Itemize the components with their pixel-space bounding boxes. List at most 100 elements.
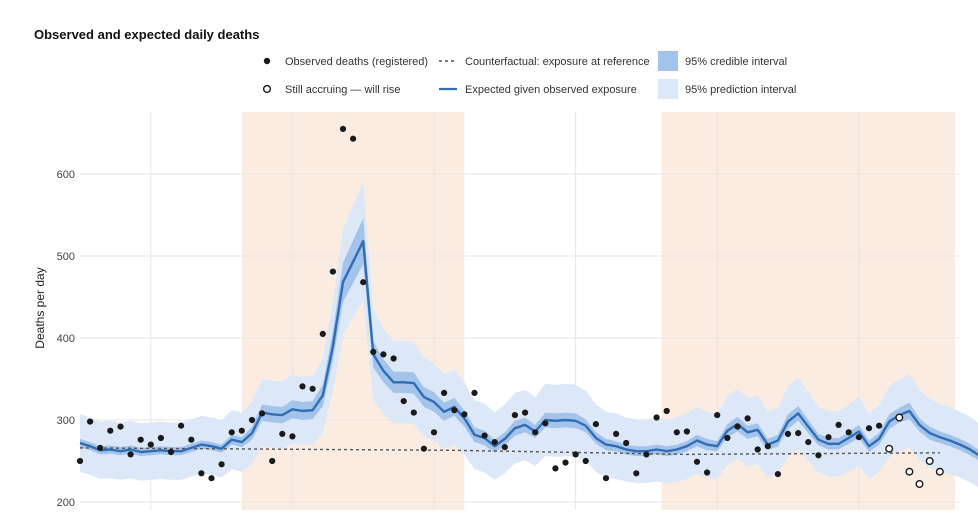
observed-point-63 xyxy=(704,469,711,476)
observed-points-layer xyxy=(76,125,883,482)
observed-point-37 xyxy=(441,389,448,396)
counterfactual-line xyxy=(79,447,940,456)
observed-point-72 xyxy=(795,430,802,437)
observed-point-55 xyxy=(623,439,630,447)
observed-point-76 xyxy=(835,421,842,428)
accruing-point-6 xyxy=(935,467,944,476)
observed-point-5 xyxy=(117,423,124,430)
accruing-point-5 xyxy=(925,457,934,466)
observed-point-31 xyxy=(380,351,387,358)
y-tick-label-300: 300 xyxy=(57,415,75,427)
observed-point-53 xyxy=(602,475,610,482)
observed-point-62 xyxy=(693,458,701,465)
observed-point-30 xyxy=(370,348,377,355)
observed-point-4 xyxy=(107,427,114,434)
observed-point-50 xyxy=(572,451,579,458)
observed-point-68 xyxy=(754,446,761,453)
observed-point-44 xyxy=(511,412,518,419)
observed-point-11 xyxy=(178,422,185,429)
observed-point-67 xyxy=(744,415,751,422)
observed-point-12 xyxy=(188,436,195,443)
observed-point-21 xyxy=(279,430,286,437)
observed-point-26 xyxy=(329,268,336,275)
y-tick-label-200: 200 xyxy=(57,497,75,509)
observed-point-7 xyxy=(137,436,144,443)
legend-credible-label: 95% credible interval xyxy=(685,56,787,68)
observed-point-8 xyxy=(147,441,154,448)
observed-point-47 xyxy=(542,420,549,427)
observed-point-13 xyxy=(198,470,205,477)
observed-point-16 xyxy=(228,429,235,436)
legend-item-credible: 95% credible interval xyxy=(658,51,787,71)
observed-point-57 xyxy=(643,451,650,458)
observed-point-40 xyxy=(471,389,478,396)
legend-credible-swatch xyxy=(658,51,678,71)
legend-prediction-label: 95% prediction interval xyxy=(685,84,796,96)
expected-layer xyxy=(79,240,978,457)
observed-point-39 xyxy=(461,411,468,418)
observed-point-3 xyxy=(97,444,104,451)
legend-item-counterfactual: Counterfactual: exposure at reference xyxy=(439,56,650,68)
legend-observed-label: Observed deaths (registered) xyxy=(285,56,428,68)
observed-point-73 xyxy=(805,439,812,446)
observed-point-10 xyxy=(167,448,175,456)
observed-point-17 xyxy=(238,427,245,434)
observed-point-9 xyxy=(157,434,164,442)
observed-point-1 xyxy=(76,457,84,465)
observed-point-23 xyxy=(299,383,306,390)
observed-point-66 xyxy=(734,423,741,430)
y-tick-label-400: 400 xyxy=(57,333,75,345)
legend-counterfactual-label: Counterfactual: exposure at reference xyxy=(465,56,650,68)
accruing-point-2 xyxy=(895,413,904,422)
y-tick-label-500: 500 xyxy=(57,251,75,263)
observed-point-35 xyxy=(420,445,427,452)
observed-point-46 xyxy=(532,429,539,436)
observed-point-71 xyxy=(784,430,792,437)
observed-point-79 xyxy=(865,425,873,432)
accruing-point-1 xyxy=(885,444,894,453)
legend-prediction-swatch xyxy=(658,79,678,99)
observed-point-59 xyxy=(663,407,670,415)
observed-point-29 xyxy=(360,279,367,286)
accruing-points-layer xyxy=(885,413,944,489)
observed-point-33 xyxy=(400,398,407,405)
observed-point-58 xyxy=(653,414,660,421)
observed-point-32 xyxy=(390,355,397,362)
observed-point-54 xyxy=(613,430,620,437)
observed-point-61 xyxy=(683,428,691,435)
legend-accruing-marker xyxy=(262,84,272,94)
y-tick-label-600: 600 xyxy=(57,169,75,181)
observed-point-65 xyxy=(724,434,731,442)
legend-item-expected: Expected given observed exposure xyxy=(439,84,637,96)
observed-point-48 xyxy=(552,465,559,472)
observed-point-34 xyxy=(410,409,417,416)
y-axis-title: Deaths per day xyxy=(33,267,47,348)
observed-point-43 xyxy=(501,444,508,451)
observed-point-15 xyxy=(218,461,225,468)
legend-observed-marker xyxy=(263,57,271,65)
accruing-point-3 xyxy=(905,467,914,476)
observed-point-28 xyxy=(350,135,357,142)
legend-item-accruing: Still accruing — will rise xyxy=(262,84,401,96)
expected-line xyxy=(79,240,978,457)
observed-point-22 xyxy=(289,433,296,440)
observed-point-75 xyxy=(825,434,832,441)
observed-point-38 xyxy=(451,407,458,414)
observed-point-18 xyxy=(248,416,256,424)
observed-point-80 xyxy=(876,422,883,429)
observed-point-70 xyxy=(774,471,782,478)
legend-item-observed: Observed deaths (registered) xyxy=(263,56,428,68)
counterfactual-layer xyxy=(79,447,940,456)
observed-point-77 xyxy=(845,429,852,436)
observed-point-42 xyxy=(491,439,498,446)
observed-point-51 xyxy=(582,457,589,465)
observed-point-2 xyxy=(87,418,94,425)
legend-item-prediction: 95% prediction interval xyxy=(658,79,796,99)
observed-point-19 xyxy=(259,410,266,417)
observed-point-56 xyxy=(633,470,640,477)
observed-point-78 xyxy=(855,434,863,441)
observed-point-49 xyxy=(562,459,569,466)
legend: Observed deaths (registered) Still accru… xyxy=(262,51,796,99)
observed-point-20 xyxy=(269,457,276,465)
